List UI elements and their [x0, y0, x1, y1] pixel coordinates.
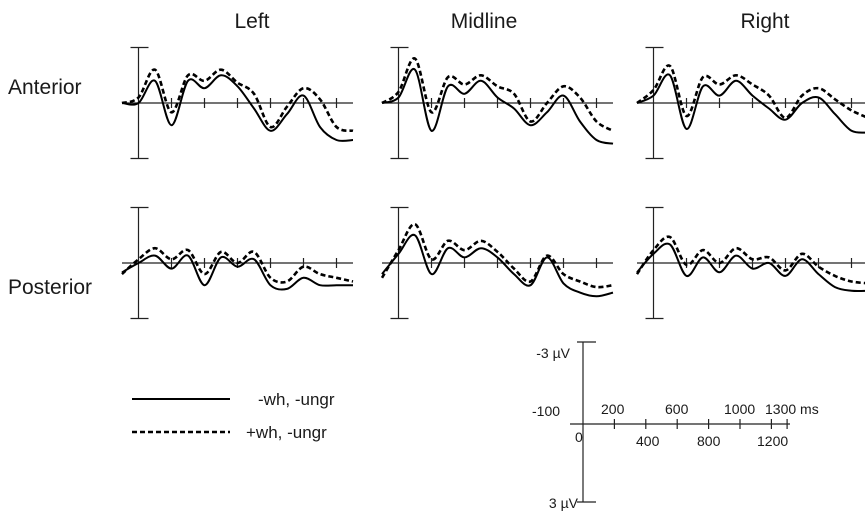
scale-x-ticks [613, 419, 788, 429]
row-title-anterior: Anterior [8, 76, 82, 99]
panel-posterior-right [635, 206, 865, 320]
panel-anterior-midline [381, 46, 614, 160]
waveform-nowh-ungr [121, 254, 353, 291]
column-title-left: Left [234, 10, 269, 33]
waveform-nowh-ungr [121, 74, 354, 142]
waveform-nowh-ungr [381, 233, 614, 298]
panel-posterior-midline [380, 206, 614, 320]
scale-x-label-600: 600 [665, 401, 689, 417]
panel-posterior-left [121, 206, 354, 320]
scale-x-label-400: 400 [636, 433, 660, 449]
legend: -wh, -ungr +wh, -ungr [132, 390, 335, 442]
scale-x-label-200: 200 [601, 401, 625, 417]
column-title-midline: Midline [451, 10, 518, 33]
scale-x-label-1200: 1200 [757, 433, 788, 449]
erp-panels [121, 46, 865, 320]
scale-x-label-1300: 1300 ms [765, 401, 819, 417]
waveform-nowh-ungr [381, 68, 614, 145]
waveform-nowh-ungr [636, 242, 865, 293]
column-title-right: Right [740, 10, 789, 33]
waveform-wh-ungr [121, 68, 354, 133]
row-title-posterior: Posterior [8, 276, 92, 299]
scale-y-bottom-label: 3 µV [549, 495, 579, 511]
waveform-wh-ungr [121, 246, 354, 284]
scale-x-label-800: 800 [697, 433, 721, 449]
panel-anterior-left [121, 46, 354, 160]
scale-x-zero-label: 0 [575, 429, 583, 445]
waveform-wh-ungr [636, 64, 865, 120]
panel-anterior-right [636, 46, 865, 160]
scale-x-left-label: -100 [532, 403, 560, 419]
waveform-wh-ungr [635, 235, 865, 285]
legend-label-solid: -wh, -ungr [258, 390, 335, 409]
scale-y-top-label: -3 µV [536, 345, 570, 361]
scale-bar: -3 µV 3 µV -100 0 200 600 1000 1300 ms 4… [532, 341, 819, 511]
scale-x-label-1000: 1000 [724, 401, 755, 417]
waveform-wh-ungr [380, 222, 614, 289]
legend-label-dashed: +wh, -ungr [246, 423, 327, 442]
waveform-nowh-ungr [636, 73, 865, 134]
